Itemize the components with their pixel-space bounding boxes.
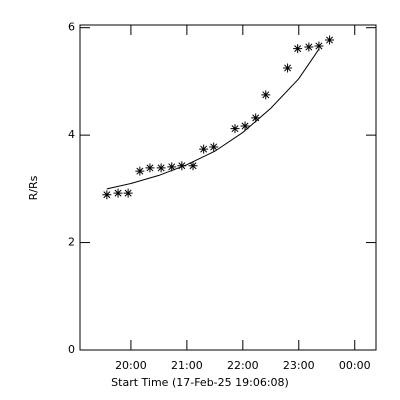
y-tick-label: 2 bbox=[68, 236, 75, 249]
data-point bbox=[177, 161, 187, 171]
data-point bbox=[293, 44, 303, 54]
data-point bbox=[325, 35, 335, 45]
x-tick-label: 20:00 bbox=[115, 359, 147, 372]
data-point bbox=[314, 41, 324, 51]
data-point bbox=[261, 90, 271, 100]
data-point bbox=[135, 166, 145, 176]
data-point bbox=[102, 190, 112, 200]
y-tick-label: 6 bbox=[68, 21, 75, 34]
x-tick-label: 23:00 bbox=[283, 359, 315, 372]
x-axis-label: Start Time (17-Feb-25 19:06:08) bbox=[111, 376, 289, 389]
data-point bbox=[123, 188, 133, 198]
data-point bbox=[156, 163, 166, 173]
x-tick-label: 22:00 bbox=[227, 359, 259, 372]
data-point bbox=[199, 144, 209, 154]
y-axis-label: R/Rs bbox=[27, 175, 40, 200]
y-tick-label: 0 bbox=[68, 343, 75, 356]
data-point bbox=[145, 163, 155, 173]
x-tick-label: 21:00 bbox=[171, 359, 203, 372]
data-point bbox=[188, 161, 198, 171]
data-point bbox=[251, 113, 261, 123]
fit-line bbox=[106, 48, 320, 190]
data-point bbox=[209, 142, 219, 152]
data-point bbox=[230, 124, 240, 134]
data-point bbox=[283, 63, 293, 73]
x-tick-label: 00:00 bbox=[339, 359, 371, 372]
data-point bbox=[304, 42, 314, 52]
y-tick-label: 4 bbox=[68, 128, 75, 141]
data-point bbox=[113, 188, 123, 198]
data-point bbox=[167, 162, 177, 172]
data-point bbox=[240, 121, 250, 131]
plot-frame bbox=[79, 24, 377, 351]
